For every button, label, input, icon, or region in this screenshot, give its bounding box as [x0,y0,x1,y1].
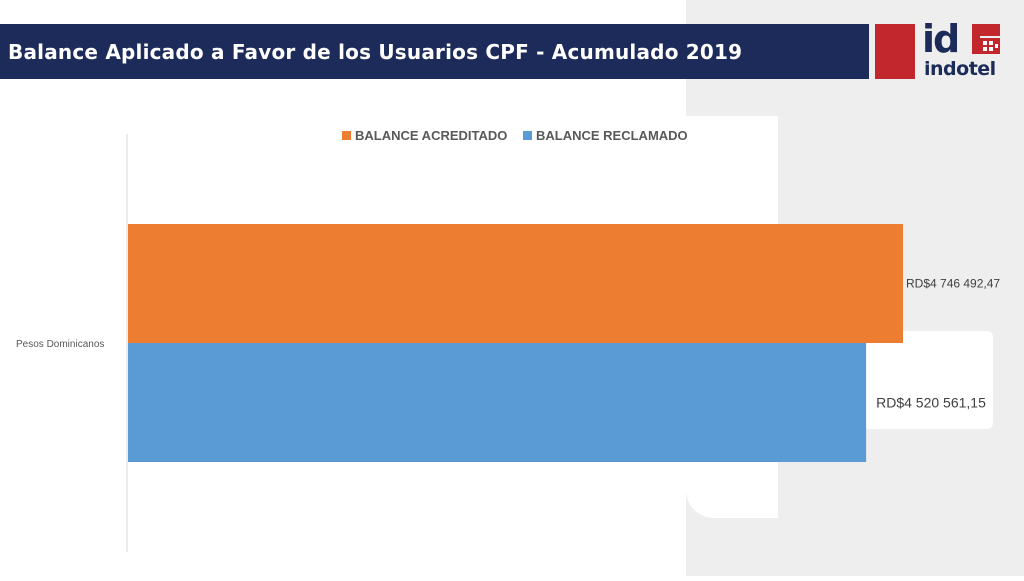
legend-label: BALANCE RECLAMADO [536,128,688,143]
title-bar: Balance Aplicado a Favor de los Usuarios… [0,24,869,79]
legend-label: BALANCE ACREDITADO [355,128,507,143]
chart-area: BALANCE ACREDITADO BALANCE RECLAMADO RD$4 … [0,110,1024,576]
accent-block [875,24,915,79]
bar [128,343,867,462]
bar-chart: BALANCE ACREDITADO BALANCE RECLAMADO RD$4 … [16,128,1000,552]
page-title: Balance Aplicado a Favor de los Usuarios… [8,39,743,64]
data-label: RD$4 746 492,47 [906,277,1000,291]
logo-grid-icon [972,24,1000,54]
logo-wordmark: indotel [924,58,996,80]
bar [128,224,903,343]
category-label: Pesos Dominicanos [16,339,104,350]
legend-swatch [523,131,532,140]
logo-id-text: id [922,17,960,61]
indotel-logo: id indotel [922,20,1004,84]
data-label: RD$4 520 561,15 [876,395,986,411]
data-label-box [862,331,993,429]
legend-swatch [342,131,351,140]
